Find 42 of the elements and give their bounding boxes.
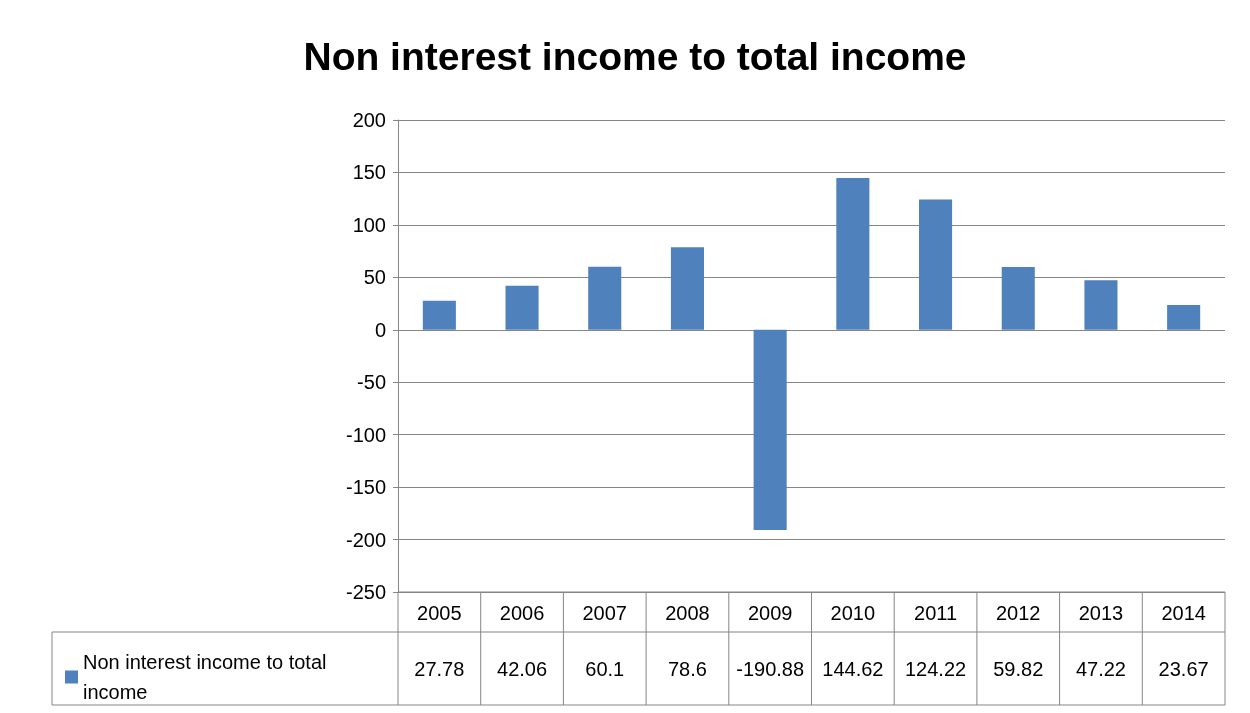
bar — [670, 247, 704, 330]
bar — [505, 285, 539, 330]
bar — [1167, 304, 1201, 330]
x-tick-label: 2012 — [996, 602, 1041, 624]
bar — [836, 178, 870, 330]
data-label: 27.78 — [414, 657, 465, 680]
x-tick-label: 2014 — [1161, 602, 1206, 624]
y-tick-label: -50 — [357, 371, 386, 394]
bar — [919, 199, 953, 330]
data-label: 78.6 — [667, 657, 707, 680]
legend-label: Non interest income to total income — [83, 651, 333, 703]
y-tick-label: 100 — [352, 213, 386, 236]
x-tick-label: 2009 — [747, 602, 793, 624]
bar — [1084, 280, 1118, 330]
data-label: 23.67 — [1158, 657, 1209, 680]
x-tick-label: 2008 — [665, 602, 710, 624]
y-tick-label: 150 — [352, 161, 386, 184]
x-tick-label: 2007 — [582, 602, 627, 624]
bar — [422, 300, 456, 330]
x-tick-label: 2013 — [1078, 602, 1124, 624]
y-tick-label: -100 — [345, 423, 386, 446]
data-label: 144.62 — [822, 657, 884, 680]
bar — [588, 266, 622, 330]
chart-title: Non interest income to total income — [303, 35, 967, 78]
y-tick-label: 0 — [374, 318, 386, 341]
data-label: 60.1 — [585, 657, 625, 680]
data-label: 124.22 — [904, 657, 967, 680]
data-label: 47.22 — [1075, 657, 1126, 680]
x-tick-label: 2011 — [914, 602, 958, 624]
data-label: 42.06 — [497, 657, 548, 680]
bar — [1001, 267, 1035, 330]
x-tick-label: 2005 — [417, 602, 462, 624]
bar — [753, 329, 787, 530]
y-tick-label: -200 — [345, 528, 386, 551]
y-tick-label: 200 — [352, 109, 386, 131]
data-label: -190.88 — [736, 657, 805, 680]
x-tick-label: 2006 — [499, 602, 545, 624]
y-tick-label: -250 — [345, 581, 386, 603]
x-tick-label: 2010 — [830, 602, 876, 624]
y-tick-label: 50 — [363, 266, 386, 289]
y-tick-label: -150 — [345, 476, 386, 499]
data-label: 59.82 — [993, 657, 1044, 680]
